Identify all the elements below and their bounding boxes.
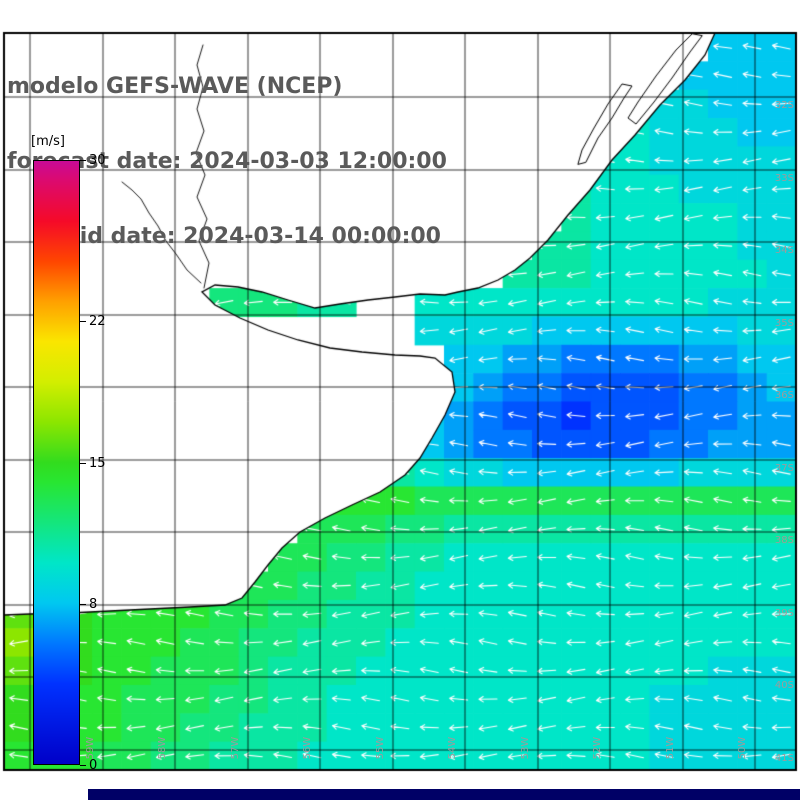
colorbar-tick-label: 22 xyxy=(89,314,106,330)
colorbar-tick-mark xyxy=(80,462,86,464)
lon-label: 53W xyxy=(520,736,531,760)
lon-label: 57W xyxy=(230,736,241,760)
colorbar: [m/s] 30 22 15 8 0 xyxy=(31,134,106,773)
lon-label: 54W xyxy=(447,736,458,760)
lat-label: 35S xyxy=(774,318,794,329)
lat-label: 40S xyxy=(774,680,794,691)
model-title: modelo GEFS-WAVE (NCEP) xyxy=(7,74,343,99)
lat-label: 34S xyxy=(774,245,794,256)
colorbar-tick-mark xyxy=(80,321,86,323)
colorbar-tick-label: 8 xyxy=(89,596,98,612)
lat-label: 41S xyxy=(774,753,794,764)
bottom-bar xyxy=(88,789,800,800)
colorbar-tick-label: 0 xyxy=(89,758,98,773)
lon-label: 50W xyxy=(737,736,748,760)
lon-label: 59W xyxy=(85,736,96,760)
lon-label: 51W xyxy=(665,736,676,760)
colorbar-unit-label: [m/s] xyxy=(31,134,65,149)
colorbar-gradient xyxy=(33,160,80,765)
colorbar-tick-mark xyxy=(80,603,86,605)
lat-label: 39S xyxy=(774,608,794,619)
colorbar-tick-label: 15 xyxy=(89,455,106,471)
lat-label: 32S xyxy=(774,100,794,111)
lon-label: 58W xyxy=(157,736,168,760)
lon-label: 56W xyxy=(302,736,313,760)
colorbar-tick-label: 30 xyxy=(89,153,106,168)
lat-label: 33S xyxy=(774,173,794,184)
lat-label: 36S xyxy=(774,390,794,401)
lon-label: 52W xyxy=(592,736,603,760)
colorbar-tick-mark xyxy=(80,160,86,161)
colorbar-tick-mark xyxy=(80,765,86,766)
lon-label: 55W xyxy=(375,736,386,760)
lat-label: 37S xyxy=(774,463,794,474)
lat-label: 38S xyxy=(774,535,794,546)
